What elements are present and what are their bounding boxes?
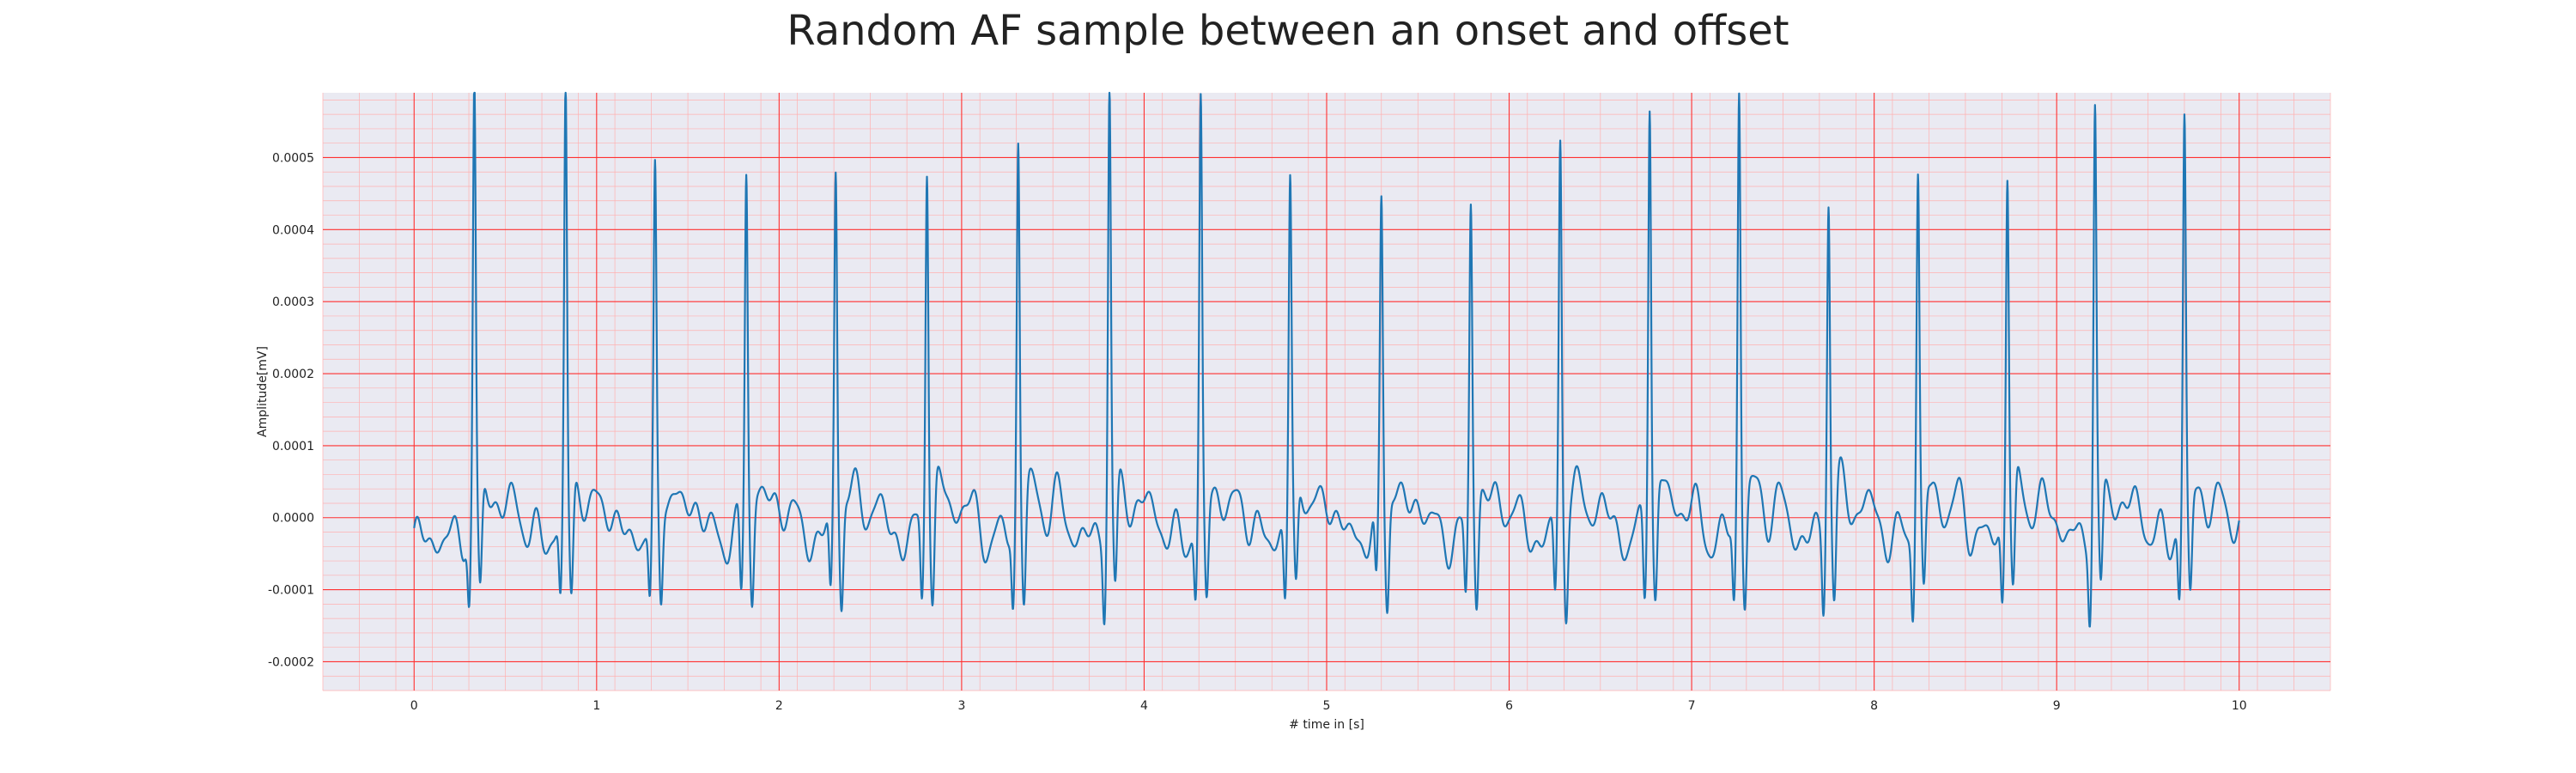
- y-tick-label: 0.0002: [272, 368, 314, 381]
- x-tick-label: 7: [1688, 699, 1696, 713]
- ecg-signal-line: [413, 91, 2240, 628]
- x-tick-label: 2: [775, 699, 783, 713]
- y-tick-label: -0.0001: [268, 584, 314, 598]
- x-axis-label: # time in [s]: [1289, 718, 1364, 732]
- y-axis-label: Amplitude[mV]: [256, 346, 270, 437]
- x-tick-label: 3: [957, 699, 965, 713]
- x-tick-label: 10: [2232, 699, 2247, 713]
- y-tick-label: -0.0002: [268, 655, 314, 669]
- x-tick-label: 9: [2053, 699, 2061, 713]
- y-tick-label: 0.0004: [272, 223, 314, 237]
- x-tick-label: 0: [410, 699, 418, 713]
- y-tick-label: 0.0001: [272, 440, 314, 453]
- y-tick-labels: -0.0002 -0.0001 0.0000 0.0001 0.0002 0.0003 0.…: [268, 151, 314, 669]
- x-tick-label: 6: [1505, 699, 1513, 713]
- x-tick-labels: 0 1 2 3 4 5 6 7 8 9 10: [410, 699, 2247, 713]
- chart-title: Random AF sample between an onset and of…: [787, 7, 1789, 55]
- x-tick-label: 8: [1870, 699, 1878, 713]
- x-tick-label: 4: [1140, 699, 1148, 713]
- x-tick-label: 5: [1323, 699, 1331, 713]
- y-tick-label: 0.0005: [272, 151, 314, 165]
- y-tick-label: 0.0000: [272, 512, 314, 526]
- y-tick-label: 0.0003: [272, 295, 314, 309]
- x-tick-label: 1: [592, 699, 600, 713]
